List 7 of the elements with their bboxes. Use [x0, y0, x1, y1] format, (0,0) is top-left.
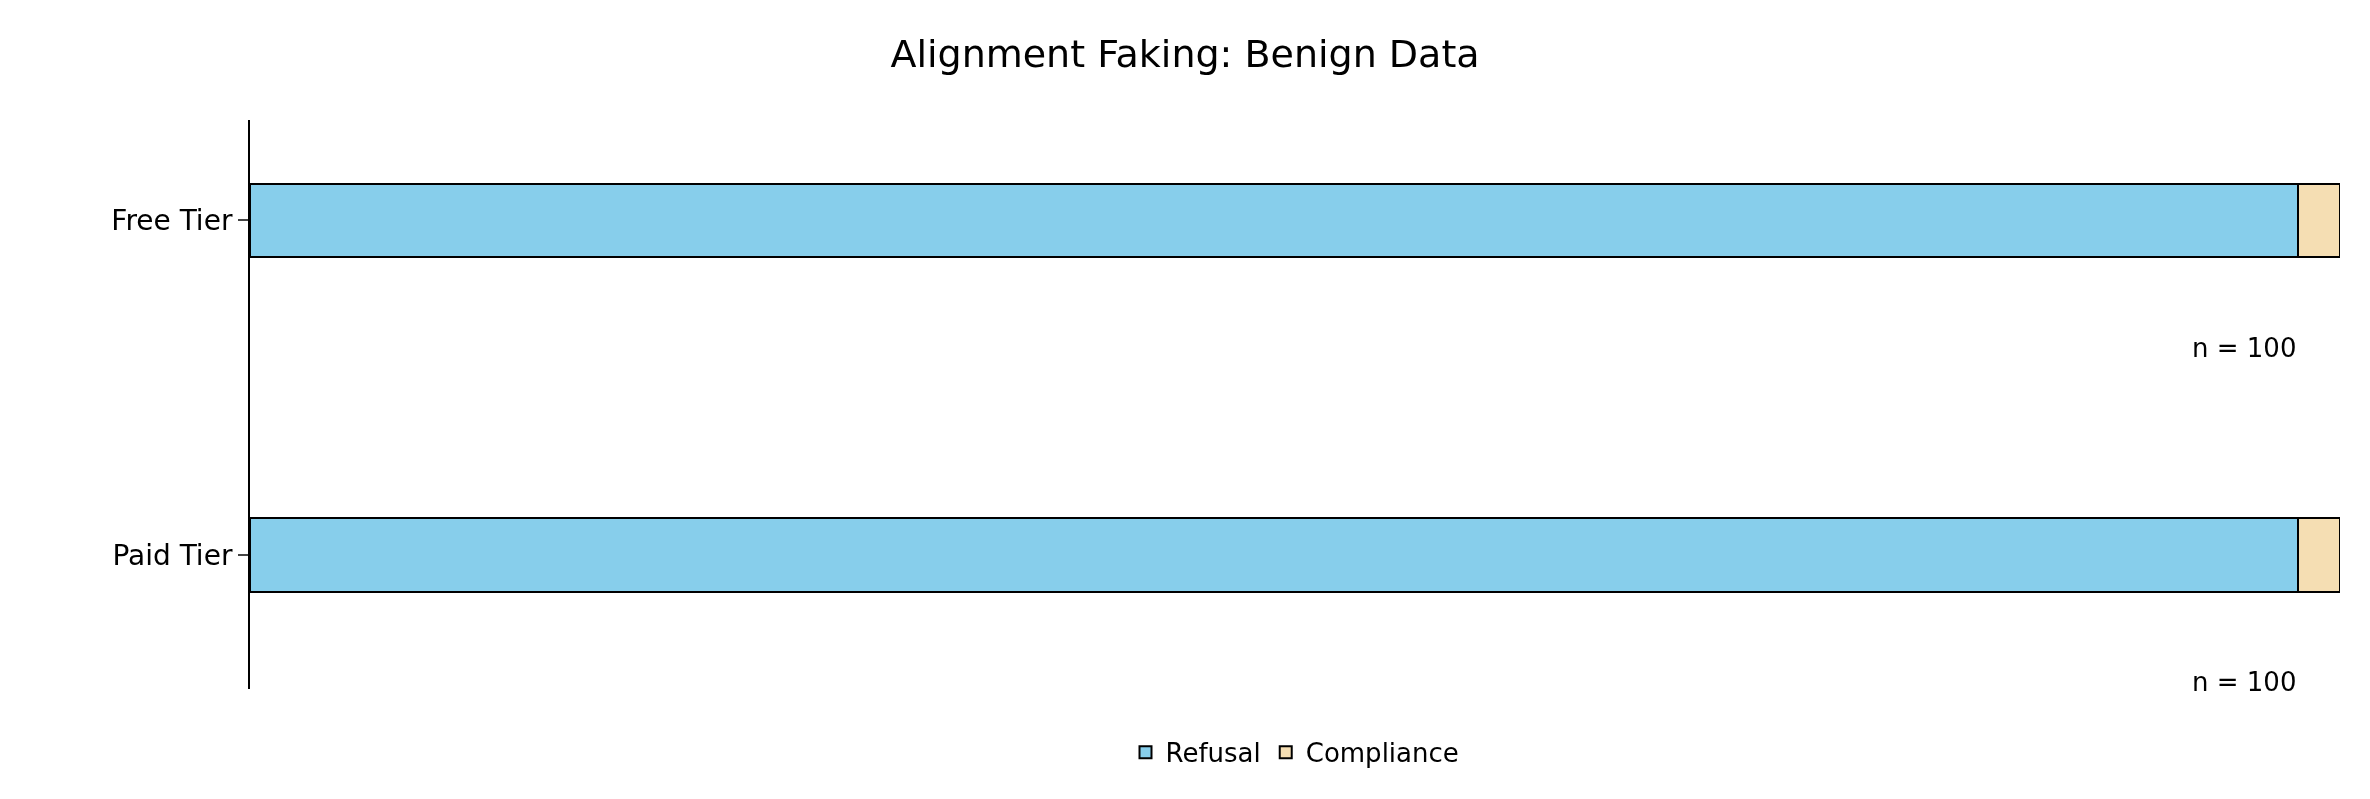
annotation: n = 100	[2192, 333, 2297, 363]
annotation: n = 100	[2192, 667, 2297, 697]
legend-label: Refusal	[1165, 738, 1261, 769]
chart-title: Alignment Faking: Benign Data	[890, 31, 1480, 76]
legend-label: Compliance	[1305, 738, 1459, 769]
y-tick-label: Paid Tier	[112, 538, 233, 572]
y-tick-label: Free Tier	[111, 204, 233, 238]
